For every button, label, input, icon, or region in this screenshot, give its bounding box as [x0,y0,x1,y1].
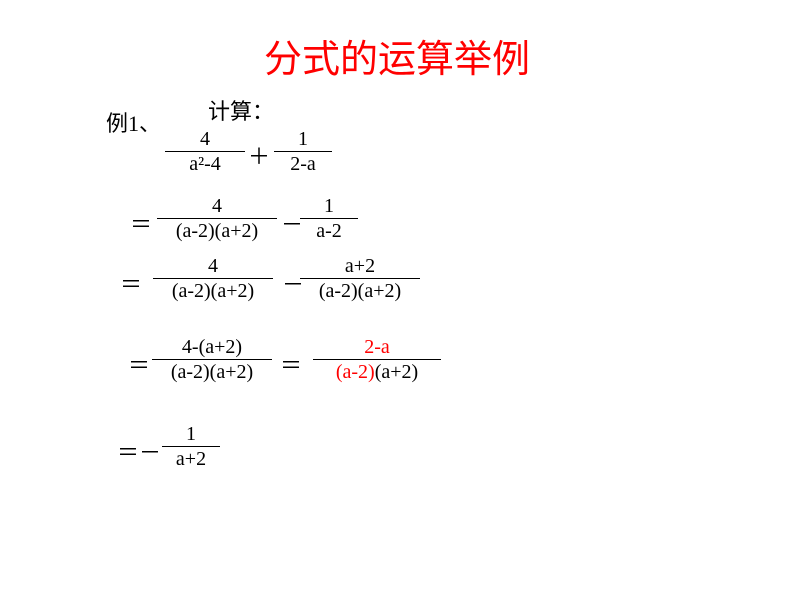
equals-sign: ＝ [130,207,152,239]
equals-sign: ＝ [280,348,302,380]
line3-frac2: a+2 (a-2)(a+2) [300,255,420,302]
equals-sign: ＝ [117,435,139,467]
frac-numerator: 1 [274,128,332,151]
frac-denominator: a²-4 [165,152,245,175]
frac-denominator: a-2 [300,219,358,242]
frac-denominator: (a-2)(a+2) [152,360,272,383]
page-title: 分式的运算举例 [0,28,794,83]
line2-frac1: 4 (a-2)(a+2) [157,195,277,242]
frac-numerator: 4 [157,195,277,218]
frac-numerator: 4 [165,128,245,151]
line2-frac2: 1 a-2 [300,195,358,242]
frac-numerator: 1 [162,423,220,446]
frac-denominator: a+2 [162,447,220,470]
line4-frac2: 2-a (a-2)(a+2) [313,336,441,383]
compute-label: 计算： [208,94,274,126]
example-label: 例1、 [106,106,161,138]
frac-numerator: 4 [153,255,273,278]
negative-sign: － [139,435,161,467]
frac-denominator: 2-a [274,152,332,175]
frac-denominator: (a-2)(a+2) [313,360,441,383]
frac-denominator: (a-2)(a+2) [157,219,277,242]
frac-denominator: (a-2)(a+2) [300,279,420,302]
frac-denominator: (a-2)(a+2) [153,279,273,302]
equals-sign: ＝ [120,267,142,299]
line5-frac1: 1 a+2 [162,423,220,470]
frac-numerator: a+2 [300,255,420,278]
frac-numerator: 4-(a+2) [152,336,272,359]
line1-frac2: 1 2-a [274,128,332,175]
line4-frac1: 4-(a+2) (a-2)(a+2) [152,336,272,383]
denominator-part-black: (a+2) [375,361,418,383]
line3-frac1: 4 (a-2)(a+2) [153,255,273,302]
line1-frac1: 4 a²-4 [165,128,245,175]
plus-sign: ＋ [248,139,270,171]
equals-sign: ＝ [128,348,150,380]
frac-numerator: 1 [300,195,358,218]
denominator-part-red: (a-2) [336,361,375,383]
frac-numerator: 2-a [313,336,441,359]
